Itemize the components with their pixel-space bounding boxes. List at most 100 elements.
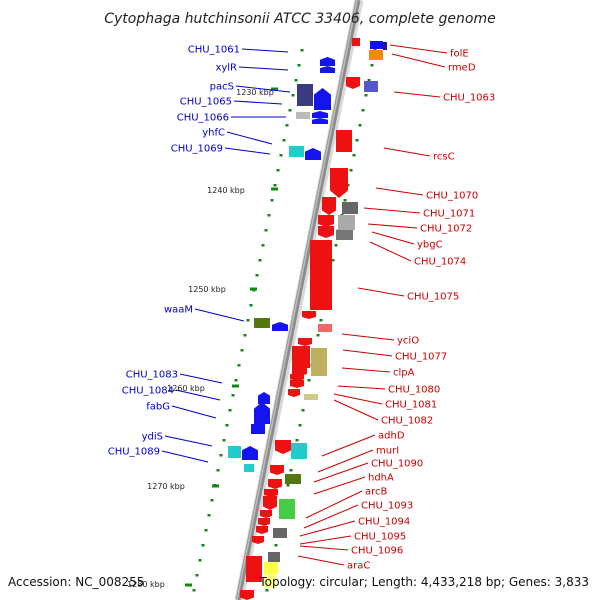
leader-line	[171, 405, 217, 419]
gene-block	[264, 562, 278, 574]
gene-block	[251, 424, 265, 434]
gene-block	[296, 112, 310, 119]
tick-dot	[225, 424, 229, 427]
gene-block	[364, 81, 378, 92]
gene-block	[342, 202, 358, 214]
tick-dot	[207, 514, 211, 517]
tick-dot	[319, 319, 323, 322]
gene-label: pacS	[210, 82, 234, 93]
tick-dot	[195, 574, 199, 577]
map-title: Cytophaga hutchinsonii ATCC 33406, compl…	[104, 11, 495, 27]
tick-dot	[370, 64, 374, 67]
gene-arrow	[268, 479, 282, 489]
tick-dot	[285, 124, 289, 127]
topology-text: Topology: circular; Length: 4,433,218 bp…	[258, 575, 589, 589]
leader-line	[224, 147, 271, 155]
gene-label: folE	[450, 49, 469, 60]
tick-dot	[228, 409, 232, 412]
gene-block	[228, 446, 241, 458]
gene-block	[273, 528, 287, 538]
gene-label: CHU_1081	[385, 400, 437, 411]
major-tick	[185, 583, 192, 587]
gene-label: CHU_1066	[177, 113, 229, 124]
tick-dot	[331, 259, 335, 262]
leader-line	[299, 545, 349, 551]
tick-dot	[258, 259, 262, 262]
gene-block	[246, 556, 262, 582]
kbp-label: 1280 kbp	[127, 580, 165, 589]
gene-block	[318, 324, 332, 332]
gene-block	[264, 574, 276, 588]
gene-label: CHU_1090	[371, 459, 423, 470]
gene-block	[336, 230, 353, 240]
leader-line	[321, 434, 376, 457]
gene-label: murI	[376, 446, 399, 457]
tick-dot	[267, 214, 271, 217]
leader-line	[337, 385, 386, 390]
gene-arrow	[272, 322, 288, 331]
gene-label: CHU_1080	[388, 385, 440, 396]
gene-arrow	[263, 496, 277, 510]
tick-dot	[240, 349, 244, 352]
leader-line	[333, 393, 383, 405]
gene-arrow	[312, 118, 328, 124]
gene-block	[383, 42, 387, 50]
gene-label: yhfC	[202, 128, 225, 139]
tick-dot	[298, 424, 302, 427]
gene-label: rcsC	[433, 152, 455, 163]
gene-features	[228, 38, 387, 600]
gene-label: araC	[347, 561, 370, 572]
tick-dot	[276, 169, 280, 172]
leader-line	[369, 241, 412, 262]
gene-block	[352, 38, 360, 46]
gene-label: xylR	[215, 63, 237, 74]
gene-arrow	[258, 392, 270, 404]
gene-arrow	[256, 526, 268, 534]
tick-dot	[237, 364, 241, 367]
tick-dot	[307, 379, 311, 382]
leader-line	[367, 223, 418, 229]
gene-arrow	[290, 374, 304, 381]
gene-label: fabG	[146, 402, 170, 413]
gene-arrow	[270, 465, 284, 475]
gene-arrow	[322, 197, 336, 215]
accession-text: Accession: NC_008255	[8, 575, 144, 589]
gene-arrow	[288, 389, 300, 397]
leader-line	[164, 435, 213, 447]
gene-arrow	[260, 510, 272, 518]
leader-line	[313, 476, 366, 495]
leader-line	[297, 555, 345, 566]
tick-dot	[243, 334, 247, 337]
tick-dot	[291, 94, 295, 97]
leader-line	[389, 44, 448, 54]
tick-dot	[301, 409, 305, 412]
gene-arrow	[298, 338, 312, 346]
leader-line	[391, 53, 446, 68]
gene-block	[279, 499, 295, 519]
gene-label: hdhA	[368, 473, 394, 484]
gene-label: CHU_1074	[414, 257, 466, 268]
gene-arrow	[318, 226, 334, 238]
tick-dot	[358, 124, 362, 127]
gene-block	[285, 474, 301, 484]
gene-arrow	[275, 440, 291, 454]
leader-line	[299, 520, 356, 537]
gene-block	[338, 215, 355, 230]
leader-line	[194, 308, 245, 322]
gene-block	[369, 50, 383, 60]
gene-arrow	[254, 402, 270, 424]
gene-arrow	[305, 148, 321, 160]
gene-arrow	[252, 536, 264, 544]
gene-block	[291, 443, 307, 459]
leader-line	[383, 147, 431, 157]
tick-dot	[286, 484, 290, 487]
gene-label: rmeD	[448, 63, 476, 74]
gene-arrow	[312, 111, 328, 118]
gene-label: CHU_1084	[122, 386, 174, 397]
gene-arrow	[258, 518, 270, 526]
tick-dot	[246, 319, 250, 322]
tick-dot	[334, 244, 338, 247]
tick-dot	[352, 154, 356, 157]
tick-dot	[361, 109, 365, 112]
gene-block	[336, 130, 352, 152]
